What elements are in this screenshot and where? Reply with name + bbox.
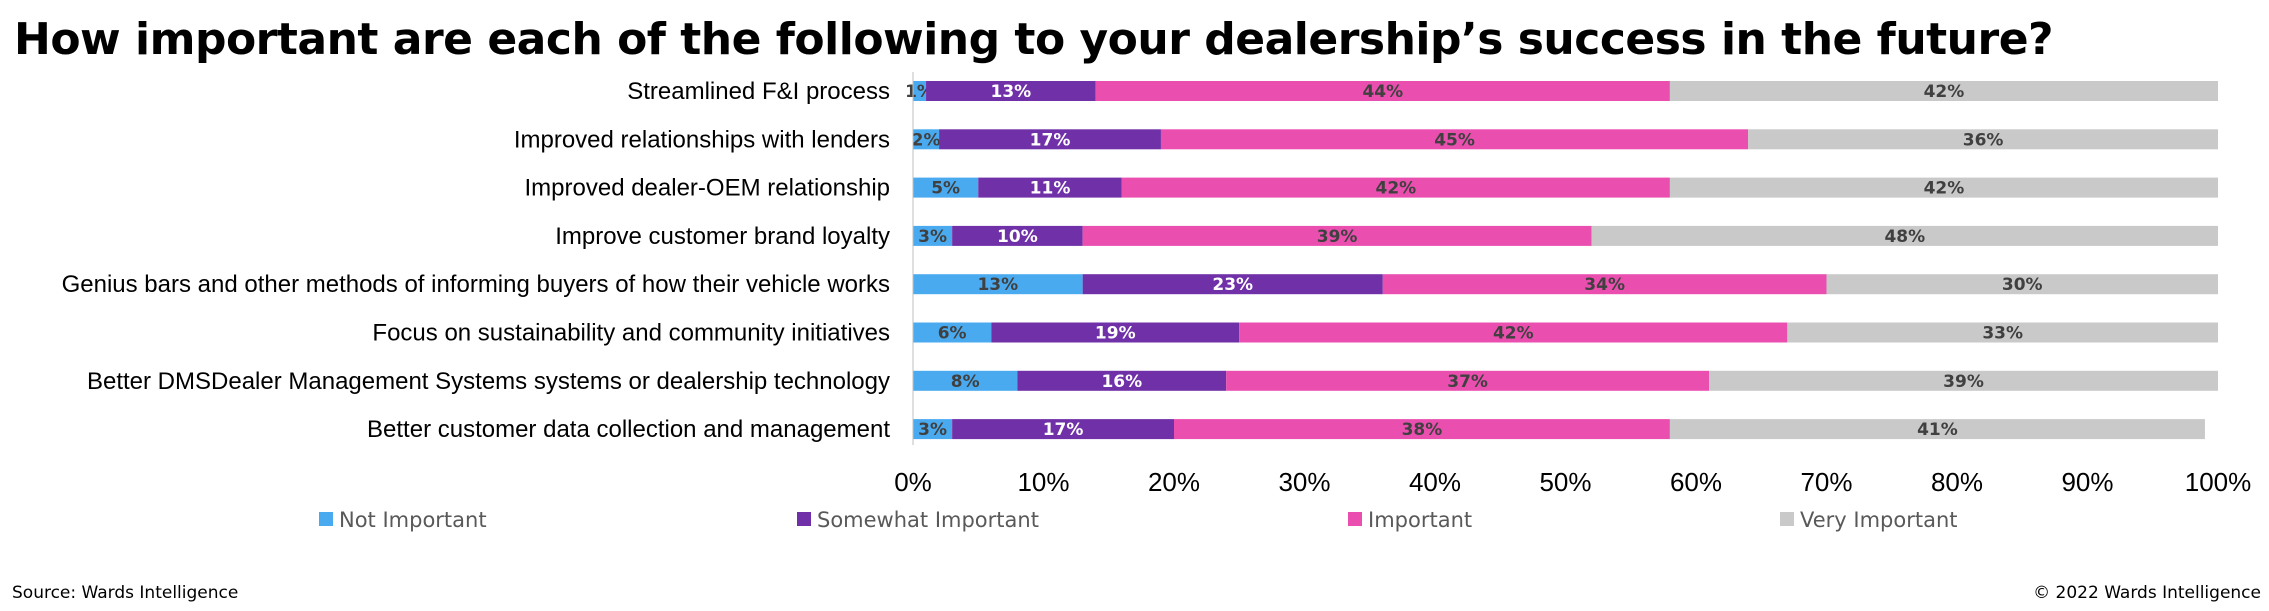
bar-segment [913, 322, 992, 343]
category-labels: Streamlined F&I process Improved relation… [62, 78, 891, 443]
x-tick-label: 100% [2185, 467, 2252, 497]
data-label: 10% [997, 227, 1038, 247]
bar-segment [1160, 129, 1749, 150]
category-label: Better DMSDealer Management Systems syst… [87, 368, 890, 395]
bar-segment [1709, 370, 2218, 391]
legend-swatch [319, 512, 333, 526]
data-label: 3% [918, 420, 947, 440]
source-note: Source: Wards Intelligence [12, 583, 239, 603]
data-label: 42% [1924, 179, 1965, 199]
bar-segment [1095, 81, 1670, 101]
data-label: 2% [912, 130, 941, 150]
bar-segment [1787, 322, 2218, 343]
bar-segment [926, 81, 1096, 101]
data-label: 42% [1375, 179, 1416, 199]
data-label: 45% [1434, 130, 1475, 150]
bar-segment [1226, 370, 1710, 391]
data-label: 42% [1493, 324, 1534, 344]
data-label: 8% [951, 372, 980, 392]
bar-segment [1121, 177, 1670, 198]
category-label: Focus on sustainability and community in… [372, 320, 890, 347]
x-tick-label: 70% [1800, 467, 1852, 497]
bar-segment [1382, 274, 1827, 295]
category-label: Better customer data collection and mana… [367, 416, 890, 443]
data-label: 16% [1101, 372, 1142, 392]
data-label: 3% [918, 227, 947, 247]
legend-label: Important [1368, 508, 1472, 532]
legend-swatch [797, 512, 811, 526]
data-label: 41% [1917, 420, 1958, 440]
data-label: 33% [1982, 324, 2023, 344]
data-label: 13% [977, 275, 1018, 295]
data-label: 11% [1030, 179, 1071, 199]
chart-title: How important are each of the following … [14, 14, 2054, 65]
x-tick-label: 80% [1931, 467, 1983, 497]
data-label: 38% [1402, 420, 1443, 440]
data-label: 39% [1317, 227, 1358, 247]
data-label: 13% [991, 82, 1032, 102]
bar-segment [939, 129, 1161, 150]
x-tick-label: 30% [1278, 467, 1330, 497]
x-tick-label: 90% [2061, 467, 2113, 497]
data-label: 5% [931, 179, 960, 199]
bar-group: 1% 13% 44% 42%2% 17% 45% 36%5% 11% 42% 42%3% 10% 39… [905, 81, 2218, 440]
x-tick-label: 0% [894, 467, 932, 497]
bar-segment [913, 419, 953, 440]
data-label: 17% [1043, 420, 1084, 440]
bar-segment [952, 419, 1174, 440]
bar-segment [1669, 419, 2205, 440]
category-label: Improved dealer-OEM relationship [525, 175, 891, 202]
x-tick-label: 60% [1670, 467, 1722, 497]
bar-segment [913, 225, 953, 246]
legend-label: Very Important [1800, 508, 1958, 532]
bar-segment [1826, 274, 2218, 295]
category-label: Improve customer brand loyalty [555, 223, 890, 250]
legend-label: Not Important [339, 508, 487, 532]
legend-label: Somewhat Important [817, 508, 1039, 532]
data-label: 17% [1030, 130, 1071, 150]
copyright-note: © 2022 Wards Intelligence [2033, 583, 2261, 603]
bar-segment [1669, 177, 2218, 198]
x-axis-ticks: 0% 10% 20% 30% 40% 50% 60% 70% 80% 90% 100% [894, 72, 2251, 497]
data-label: 39% [1943, 372, 1984, 392]
bar-segment [913, 177, 979, 198]
bar-segment [1748, 129, 2218, 150]
data-label: 34% [1584, 275, 1625, 295]
legend-swatch [1780, 512, 1794, 526]
bar-segment [978, 177, 1122, 198]
bar-segment [1082, 225, 1592, 246]
data-label: 23% [1212, 275, 1253, 295]
bar-segment [913, 370, 1018, 391]
data-label: 36% [1963, 130, 2004, 150]
data-label: 44% [1362, 82, 1403, 102]
data-label: 19% [1095, 324, 1136, 344]
bar-segment [913, 129, 940, 150]
bar-segment [1082, 274, 1383, 295]
category-label: Streamlined F&I process [627, 78, 890, 105]
legend-swatch [1348, 512, 1362, 526]
data-label: 6% [938, 324, 967, 344]
data-label: 42% [1924, 82, 1965, 102]
data-label: 30% [2002, 275, 2043, 295]
x-tick-label: 20% [1148, 467, 1200, 497]
bar-segment [952, 225, 1083, 246]
bar-segment [991, 322, 1240, 343]
bar-segment [1239, 322, 1788, 343]
legend: Not Important Somewhat Important Important… [319, 508, 1958, 532]
x-tick-label: 40% [1409, 467, 1461, 497]
category-label: Improved relationships with lenders [514, 126, 890, 153]
bar-segment [1017, 370, 1227, 391]
bar-segment [913, 274, 1083, 295]
bar-segment [1591, 225, 2218, 246]
x-tick-label: 50% [1539, 467, 1591, 497]
x-tick-label: 10% [1017, 467, 1069, 497]
data-label: 37% [1447, 372, 1488, 392]
bar-segment [1669, 81, 2218, 101]
data-label: 48% [1884, 227, 1925, 247]
category-label: Genius bars and other methods of informi… [62, 271, 890, 298]
bar-segment [913, 81, 927, 101]
bar-segment [1174, 419, 1670, 440]
